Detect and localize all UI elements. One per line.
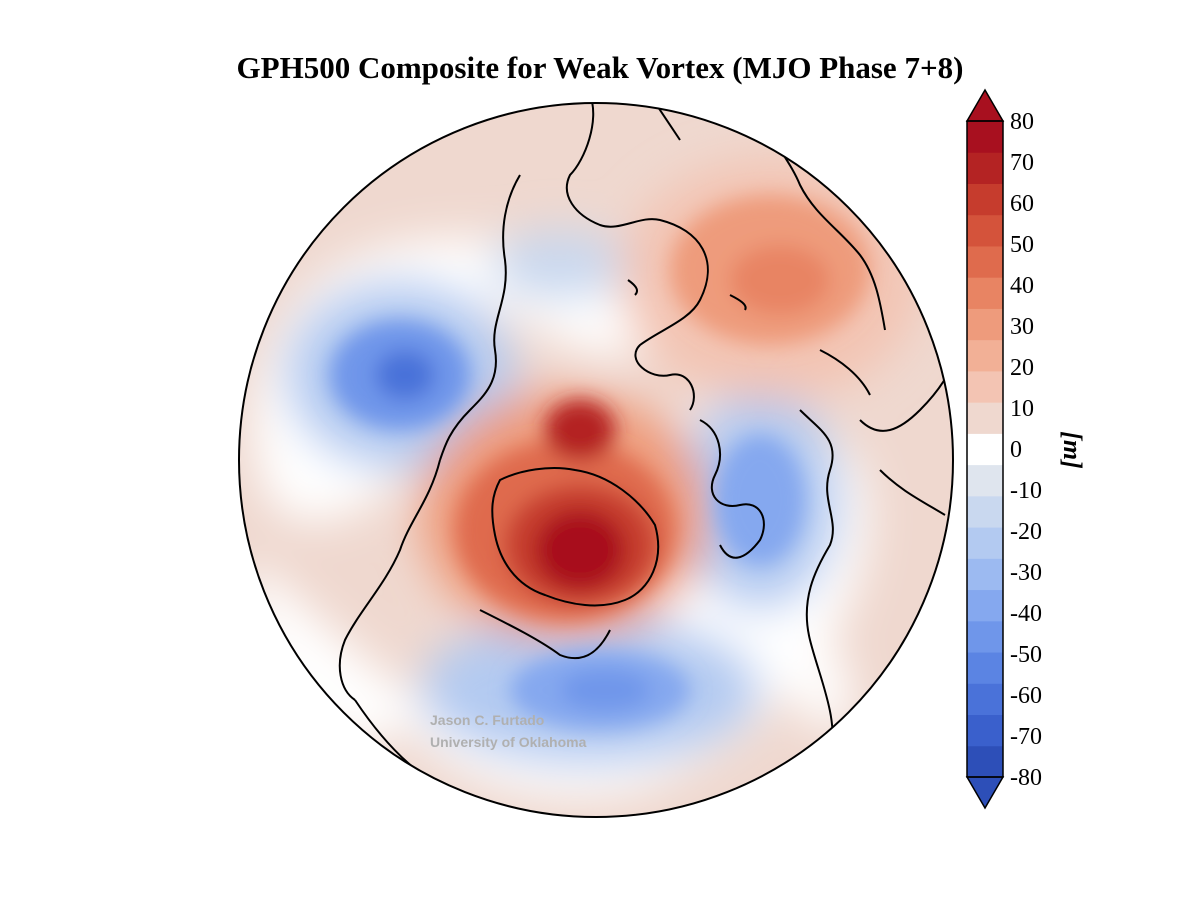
anomaly-field xyxy=(239,103,953,817)
colorbar-tick-label: 30 xyxy=(1010,314,1034,340)
colorbar-tick-label: 0 xyxy=(1010,437,1022,463)
colorbar-tick-label: -50 xyxy=(1010,642,1042,668)
colorbar-segment xyxy=(967,370,1003,403)
colorbar-tick-label: 50 xyxy=(1010,232,1034,258)
colorbar-segment xyxy=(967,683,1003,716)
colorbar-segment xyxy=(967,402,1003,434)
colorbar-tick-label: -70 xyxy=(1010,724,1042,750)
colorbar-extend-top xyxy=(965,88,1005,122)
watermark-institution: University of Oklahoma xyxy=(430,734,587,750)
colorbar-tick-label: 10 xyxy=(1010,396,1034,422)
colorbar-segment xyxy=(967,339,1003,372)
watermark-author: Jason C. Furtado xyxy=(430,712,545,728)
colorbar-tick-label: -80 xyxy=(1010,765,1042,791)
colorbar-tick-label: 60 xyxy=(1010,191,1034,217)
colorbar-unit-label: [m] xyxy=(1058,431,1087,469)
colorbar-tick-label: -20 xyxy=(1010,519,1042,545)
map-boundary xyxy=(238,102,954,818)
colorbar-segment xyxy=(967,495,1003,528)
colorbar-segment xyxy=(967,433,1003,466)
colorbar-segment xyxy=(967,214,1003,247)
colorbar-tick-label: 80 xyxy=(1010,109,1034,135)
colorbar-segment xyxy=(967,245,1003,278)
colorbar-segment xyxy=(967,620,1003,653)
colorbar-segment xyxy=(967,527,1003,559)
colorbar-segment xyxy=(967,589,1003,622)
colorbar-segment xyxy=(967,714,1003,747)
colorbar-segment xyxy=(967,745,1003,778)
colorbar-tick-label: 40 xyxy=(1010,273,1034,299)
colorbar-tick-label: 20 xyxy=(1010,355,1034,381)
colorbar-tick-label: -40 xyxy=(1010,601,1042,627)
colorbar-segments xyxy=(967,121,1003,778)
colorbar-tick-label: -30 xyxy=(1010,560,1042,586)
colorbar-tick-label: -60 xyxy=(1010,683,1042,709)
colorbar-extend-bottom xyxy=(965,776,1005,810)
map-title: GPH500 Composite for Weak Vortex (MJO Ph… xyxy=(236,50,964,85)
colorbar-segment xyxy=(967,464,1003,497)
colorbar-segment xyxy=(967,152,1003,184)
colorbar-segment xyxy=(967,183,1003,216)
colorbar-tick-label: 70 xyxy=(1010,150,1034,176)
colorbar-ticks: 80 70 60 50 40 30 20 10 0 -10 -20 -30 -40 -50 -60 -70 -8… xyxy=(1010,109,1042,791)
colorbar-tick-label: -10 xyxy=(1010,478,1042,504)
coastlines xyxy=(338,103,951,781)
colorbar-segment xyxy=(967,277,1003,309)
colorbar-frame xyxy=(966,120,1004,778)
colorbar-segment xyxy=(967,121,1003,153)
colorbar-segment xyxy=(967,558,1003,591)
colorbar-segment xyxy=(967,308,1003,341)
colorbar-segment xyxy=(967,652,1003,684)
